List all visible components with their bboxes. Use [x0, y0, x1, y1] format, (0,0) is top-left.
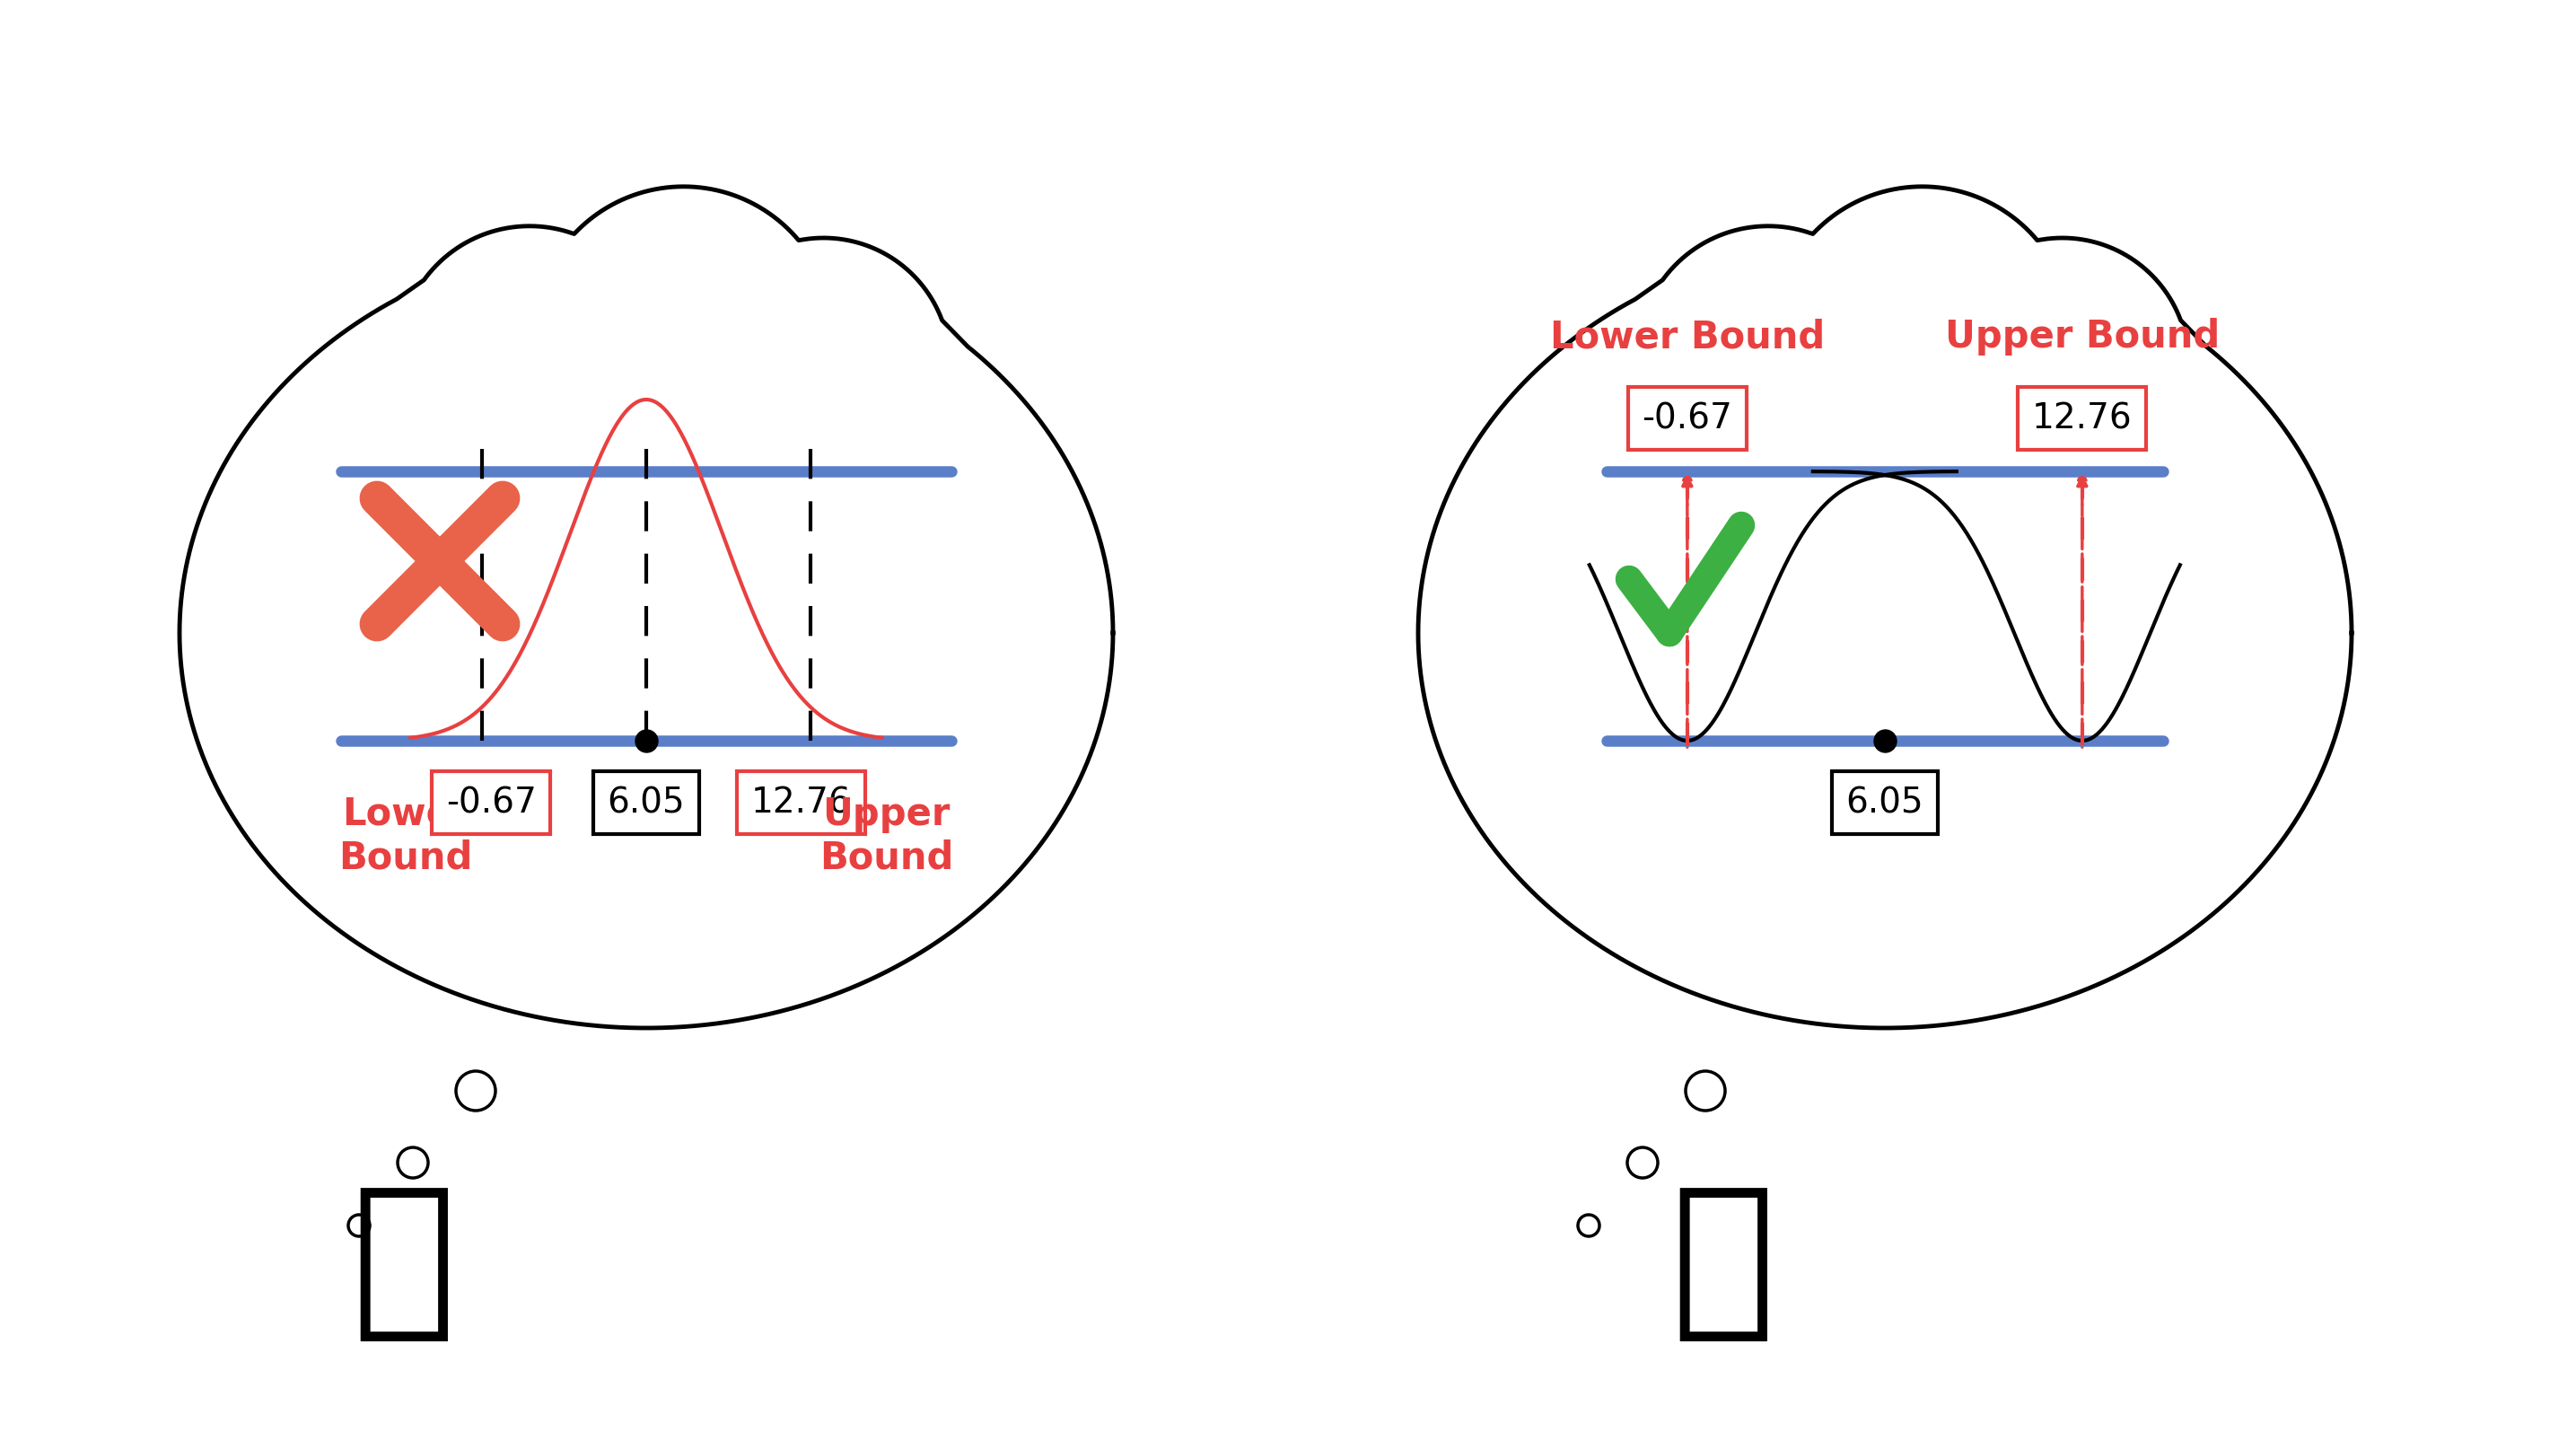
Circle shape — [533, 187, 835, 487]
Text: 6.05: 6.05 — [1847, 785, 1924, 820]
Text: -0.67: -0.67 — [446, 785, 536, 820]
Circle shape — [1628, 1147, 1659, 1179]
Circle shape — [399, 226, 659, 487]
Circle shape — [283, 321, 497, 535]
Circle shape — [1579, 1215, 1600, 1236]
Text: Lower Bound: Lower Bound — [1551, 317, 1824, 356]
Ellipse shape — [1455, 330, 2313, 977]
Text: -0.67: -0.67 — [1641, 402, 1734, 437]
Text: 6.05: 6.05 — [608, 785, 685, 820]
Circle shape — [1772, 187, 2071, 487]
Ellipse shape — [216, 330, 1077, 977]
Text: 🤔: 🤔 — [350, 1177, 456, 1346]
Text: Lower
Bound: Lower Bound — [340, 795, 474, 876]
Circle shape — [1522, 321, 1734, 535]
Text: Upper Bound: Upper Bound — [1945, 317, 2221, 356]
Circle shape — [232, 496, 389, 653]
Circle shape — [348, 1215, 371, 1236]
Text: 12.76: 12.76 — [2032, 402, 2133, 437]
Circle shape — [698, 239, 951, 491]
Circle shape — [456, 1071, 495, 1111]
Circle shape — [2066, 357, 2264, 555]
Circle shape — [1471, 496, 1628, 653]
Circle shape — [904, 514, 1061, 673]
Circle shape — [397, 1147, 428, 1179]
Circle shape — [1638, 226, 1899, 487]
Circle shape — [2141, 514, 2300, 673]
Circle shape — [1685, 1071, 1726, 1111]
Circle shape — [1935, 239, 2190, 491]
Polygon shape — [1419, 187, 2352, 1029]
Text: 🙂: 🙂 — [1672, 1177, 1775, 1346]
Circle shape — [827, 357, 1025, 555]
Text: 12.76: 12.76 — [752, 785, 850, 820]
Text: Upper
Bound: Upper Bound — [819, 795, 953, 876]
Polygon shape — [180, 187, 1113, 1029]
